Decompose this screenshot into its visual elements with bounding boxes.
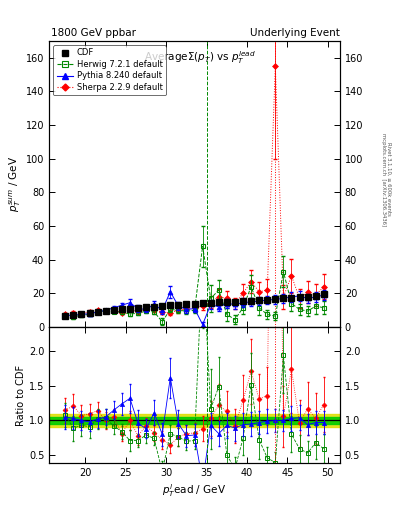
- Y-axis label: Ratio to CDF: Ratio to CDF: [16, 365, 26, 426]
- Text: Rivet 3.1.10, ≥ 600k events: Rivet 3.1.10, ≥ 600k events: [386, 142, 391, 216]
- X-axis label: $p_T^l$ead / GeV: $p_T^l$ead / GeV: [162, 482, 227, 499]
- Bar: [49, 414, 340, 428]
- Text: 1800 GeV ppbar: 1800 GeV ppbar: [51, 28, 136, 38]
- Text: Underlying Event: Underlying Event: [250, 28, 340, 38]
- Text: Average$\Sigma(p_T)$ vs $p_T^{lead}$: Average$\Sigma(p_T)$ vs $p_T^{lead}$: [144, 50, 256, 67]
- Legend: CDF, Herwig 7.2.1 default, Pythia 8.240 default, Sherpa 2.2.9 default: CDF, Herwig 7.2.1 default, Pythia 8.240 …: [53, 45, 166, 95]
- Bar: [49, 417, 340, 424]
- Text: mcplots.cern.ch  [arXiv:1306.3436]: mcplots.cern.ch [arXiv:1306.3436]: [381, 133, 386, 226]
- Y-axis label: $p_T^{sum}$ / GeV: $p_T^{sum}$ / GeV: [7, 156, 23, 212]
